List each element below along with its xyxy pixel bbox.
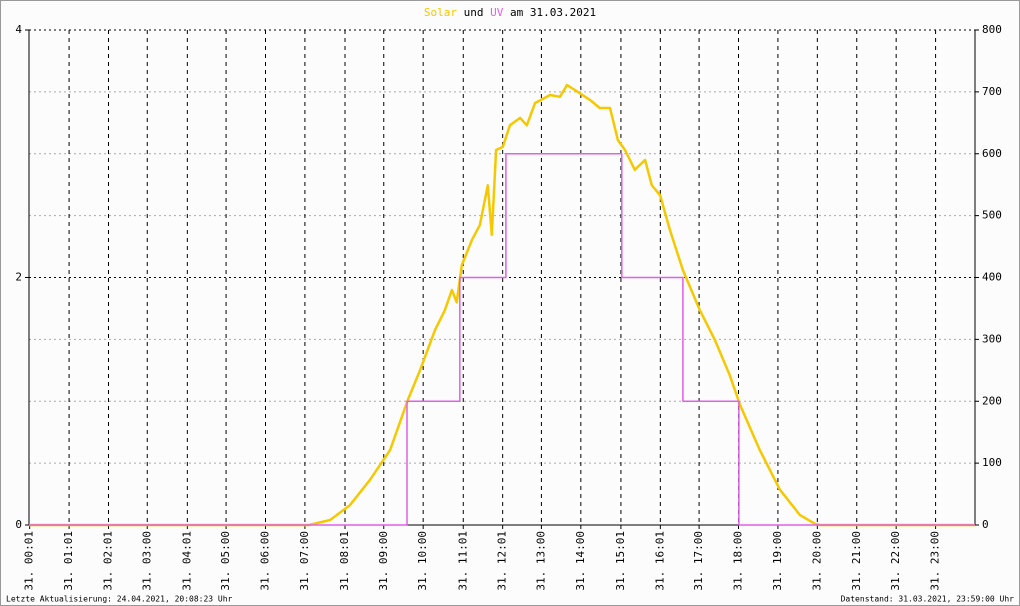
x-tick-label: 31. 21:00	[850, 531, 863, 591]
title-end: am 31.03.2021	[510, 6, 596, 19]
x-tick-label: 31. 12:01	[496, 531, 509, 591]
series-line	[29, 153, 975, 526]
y2-tick-label: 0	[982, 518, 989, 531]
x-tick-label: 31. 15:01	[614, 531, 627, 591]
y2-tick-label: 200	[982, 394, 1002, 407]
y2-tick-label: 500	[982, 209, 1002, 222]
x-tick-label: 31. 14:00	[574, 531, 587, 591]
x-tick-label: 31. 00:01	[23, 531, 36, 591]
y2-tick-label: 300	[982, 332, 1002, 345]
x-tick-label: 31. 17:00	[692, 531, 705, 591]
x-tick-label: 31. 06:00	[259, 531, 272, 591]
x-tick-label: 31. 13:00	[534, 531, 547, 591]
title-uv: UV	[490, 6, 504, 19]
footer-right: Datenstand: 31.03.2021, 23:59:00 Uhr	[841, 595, 1015, 604]
y2-tick-label: 100	[982, 456, 1002, 469]
y-tick-label: 4	[15, 23, 22, 36]
x-tick-label: 31. 22:00	[889, 531, 902, 591]
y-tick-label: 0	[15, 518, 22, 531]
x-tick-label: 31. 08:01	[338, 531, 351, 591]
y2-tick-label: 700	[982, 85, 1002, 98]
x-tick-label: 31. 20:00	[810, 531, 823, 591]
x-tick-label: 31. 16:01	[653, 531, 666, 591]
x-tick-label: 31. 07:00	[298, 531, 311, 591]
x-tick-label: 31. 09:00	[377, 531, 390, 591]
x-tick-label: 31. 11:01	[456, 531, 469, 591]
y2-tick-label: 400	[982, 271, 1002, 284]
x-tick-label: 31. 10:00	[416, 531, 429, 591]
chart-title: Solar und UV am 31.03.2021	[424, 6, 596, 19]
x-tick-label: 31. 02:01	[102, 531, 115, 591]
title-mid: und	[464, 6, 484, 19]
x-tick-label: 31. 23:00	[929, 531, 942, 591]
y-tick-label: 2	[15, 271, 22, 284]
y2-tick-label: 800	[982, 23, 1002, 36]
series-line	[29, 83, 975, 527]
x-tick-label: 31. 19:00	[771, 531, 784, 591]
y2-tick-label: 600	[982, 147, 1002, 160]
footer-left: Letzte Aktualisierung: 24.04.2021, 20:08…	[6, 595, 233, 604]
x-tick-label: 31. 05:00	[219, 531, 232, 591]
x-tick-label: 31. 03:00	[140, 531, 153, 591]
x-tick-label: 31. 18:00	[732, 531, 745, 591]
title-solar: Solar	[424, 6, 457, 19]
x-tick-label: 31. 01:01	[62, 531, 75, 591]
x-tick-label: 31. 04:01	[180, 531, 193, 591]
